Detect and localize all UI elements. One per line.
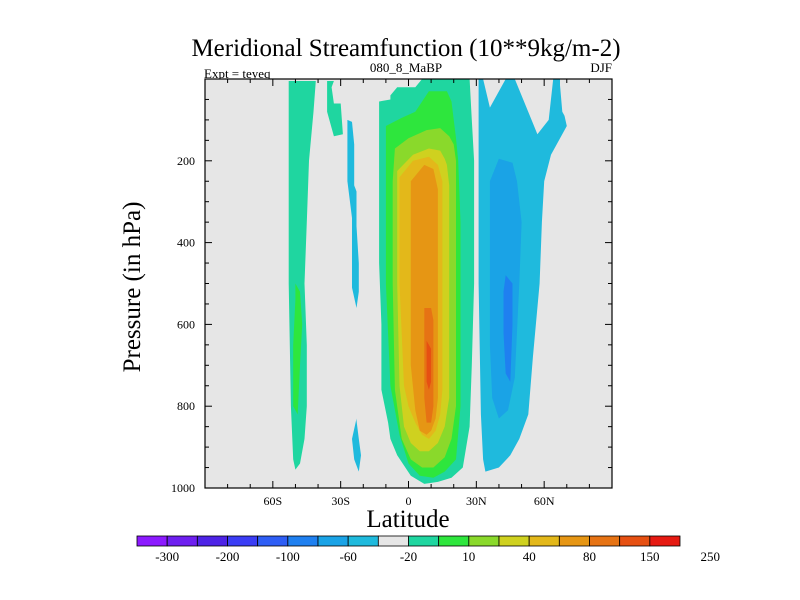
colorbar bbox=[136, 535, 681, 547]
contour-region-nh-cell-core bbox=[503, 275, 513, 382]
contour-layer bbox=[288, 79, 567, 484]
colorbar-label: 250 bbox=[700, 549, 720, 564]
colorbar-label: -100 bbox=[276, 549, 300, 564]
colorbar-labels: -300 -200 -100 -60 -20 10 40 80 150 250 bbox=[155, 549, 720, 564]
colorbar-label: -300 bbox=[155, 549, 179, 564]
colorbar-swatch bbox=[408, 535, 440, 547]
x-axis-label: Latitude bbox=[366, 506, 449, 533]
contour-region-sh-west-patch-a bbox=[327, 81, 343, 137]
colorbar-swatch bbox=[347, 535, 379, 547]
y-tick-label: 400 bbox=[177, 236, 195, 250]
y-axis-label: Pressure (in hPa) bbox=[119, 202, 146, 373]
contour-region-sh-neg-patch-a bbox=[347, 119, 355, 219]
colorbar-swatch bbox=[438, 535, 470, 547]
colorbar-swatch bbox=[377, 535, 409, 547]
colorbar-label: 80 bbox=[583, 549, 596, 564]
y-tick-label: 800 bbox=[177, 399, 195, 413]
colorbar-swatch bbox=[287, 535, 319, 547]
colorbar-swatch bbox=[589, 535, 621, 547]
colorbar-swatch bbox=[227, 535, 259, 547]
colorbar-swatch bbox=[619, 535, 651, 547]
x-tick-label: 30S bbox=[331, 494, 350, 508]
colorbar-swatch bbox=[257, 535, 289, 547]
contour-region-sh-neg-patch-c bbox=[352, 418, 361, 472]
colorbar-label: 10 bbox=[462, 549, 475, 564]
x-tick-label: 0 bbox=[406, 494, 412, 508]
colorbar-swatch bbox=[558, 535, 590, 547]
colorbar-swatch bbox=[196, 535, 228, 547]
y-tick-labels: 200 400 600 800 1000 bbox=[171, 154, 195, 495]
axis-ticks bbox=[205, 79, 612, 488]
contour-region-sh-neg-patch-b bbox=[352, 185, 359, 308]
colorbar-swatch bbox=[528, 535, 560, 547]
experiment-label: Expt = teyeq bbox=[204, 66, 271, 81]
colorbar-label: -60 bbox=[340, 549, 357, 564]
colorbar-label: 40 bbox=[523, 549, 536, 564]
x-tick-label: 60S bbox=[263, 494, 282, 508]
colorbar-swatch bbox=[468, 535, 500, 547]
colorbar-swatch bbox=[166, 535, 198, 547]
y-tick-label: 200 bbox=[177, 154, 195, 168]
season-label: DJF bbox=[590, 60, 612, 75]
y-tick-label: 1000 bbox=[171, 481, 195, 495]
contour-region-sh-cell-inner bbox=[293, 283, 303, 415]
colorbar-swatch bbox=[317, 535, 349, 547]
x-tick-label: 30N bbox=[466, 494, 487, 508]
colorbar-swatch bbox=[498, 535, 530, 547]
x-tick-labels: 60S 30S 0 30N 60N bbox=[263, 494, 554, 508]
colorbar-swatch bbox=[649, 535, 681, 547]
y-tick-label: 600 bbox=[177, 317, 195, 331]
chart-title: Meridional Streamfunction (10**9kg/m-2) bbox=[191, 35, 620, 62]
colorbar-label: 150 bbox=[640, 549, 660, 564]
contour-region-hadley-core-2 bbox=[426, 340, 432, 390]
colorbar-label: -200 bbox=[216, 549, 240, 564]
case-label: 080_8_MaBP bbox=[370, 60, 442, 75]
colorbar-swatch bbox=[136, 535, 168, 547]
x-tick-label: 60N bbox=[534, 494, 555, 508]
colorbar-label: -20 bbox=[400, 549, 417, 564]
